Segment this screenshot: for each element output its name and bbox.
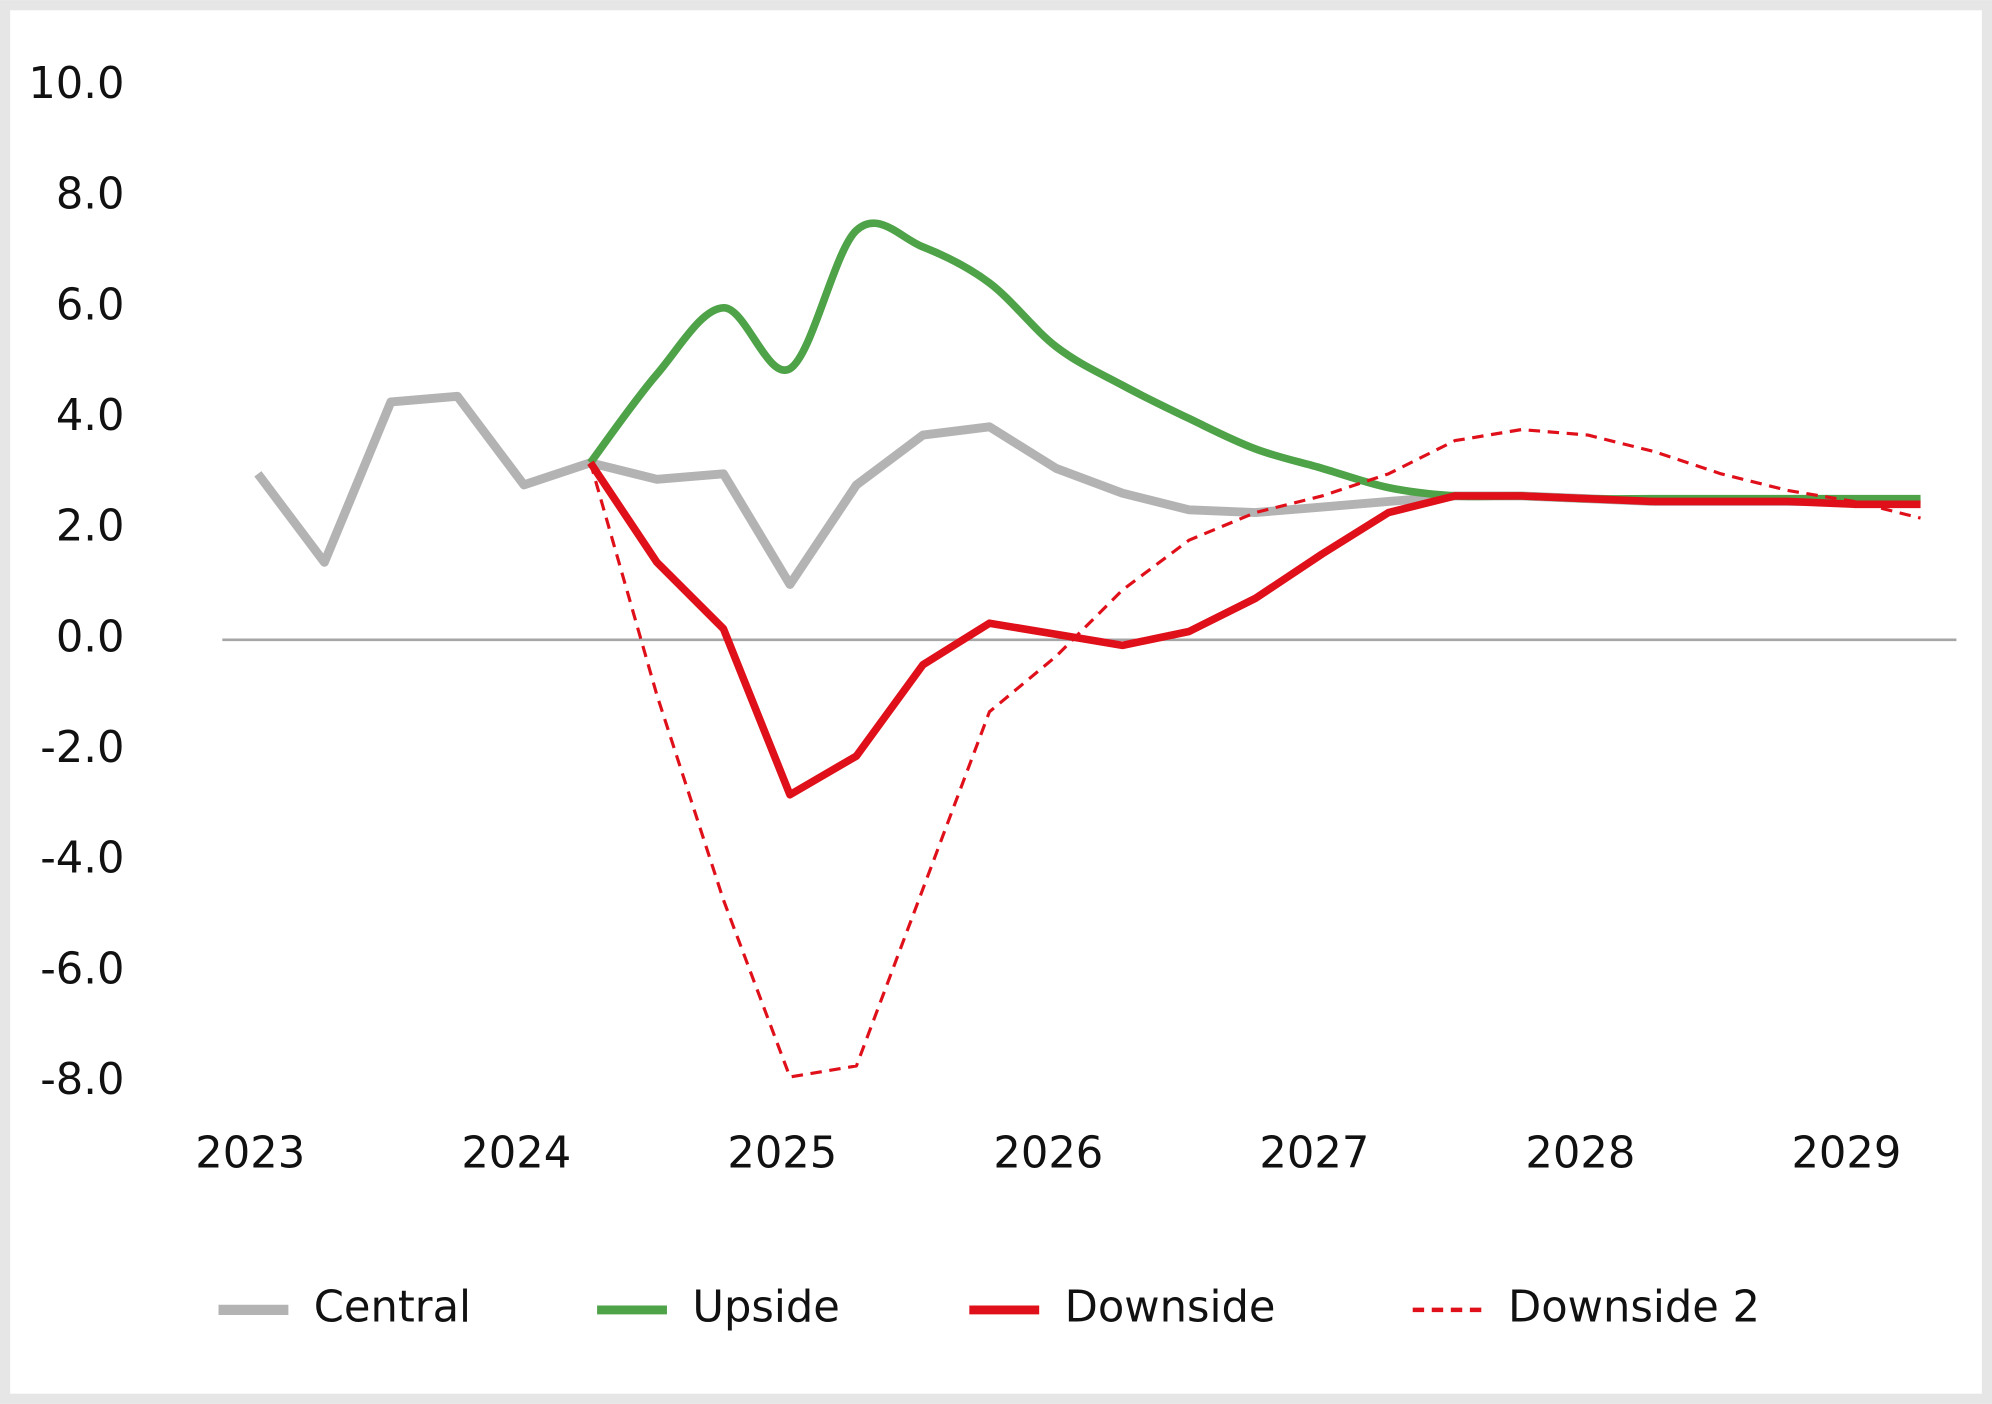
- legend-label: Downside 2: [1508, 1282, 1760, 1332]
- x-tick-label: 2027: [1259, 1129, 1369, 1179]
- x-tick-label: 2028: [1525, 1129, 1635, 1179]
- y-tick-label: 6.0: [56, 280, 125, 330]
- legend-label: Downside: [1065, 1282, 1276, 1332]
- x-tick-label: 2024: [461, 1129, 571, 1179]
- y-tick-label: -8.0: [40, 1055, 124, 1105]
- x-tick-label: 2026: [993, 1129, 1103, 1179]
- x-tick-label: 2029: [1791, 1129, 1901, 1179]
- legend-label: Central: [314, 1282, 471, 1332]
- y-tick-label: 0.0: [56, 612, 125, 662]
- series-line: [587, 460, 1921, 799]
- x-tick-label: 2025: [727, 1129, 837, 1179]
- series-line: [588, 427, 1921, 1079]
- y-tick-label: -6.0: [40, 944, 124, 994]
- y-tick-label: 10.0: [28, 59, 124, 109]
- y-tick-label: -2.0: [40, 723, 124, 773]
- y-tick-label: 8.0: [56, 170, 125, 220]
- y-tick-label: 2.0: [56, 502, 125, 552]
- y-tick-label: 4.0: [56, 391, 125, 441]
- legend-label: Upside: [692, 1282, 840, 1332]
- x-tick-label: 2023: [195, 1129, 305, 1179]
- y-tick-label: -4.0: [40, 834, 124, 884]
